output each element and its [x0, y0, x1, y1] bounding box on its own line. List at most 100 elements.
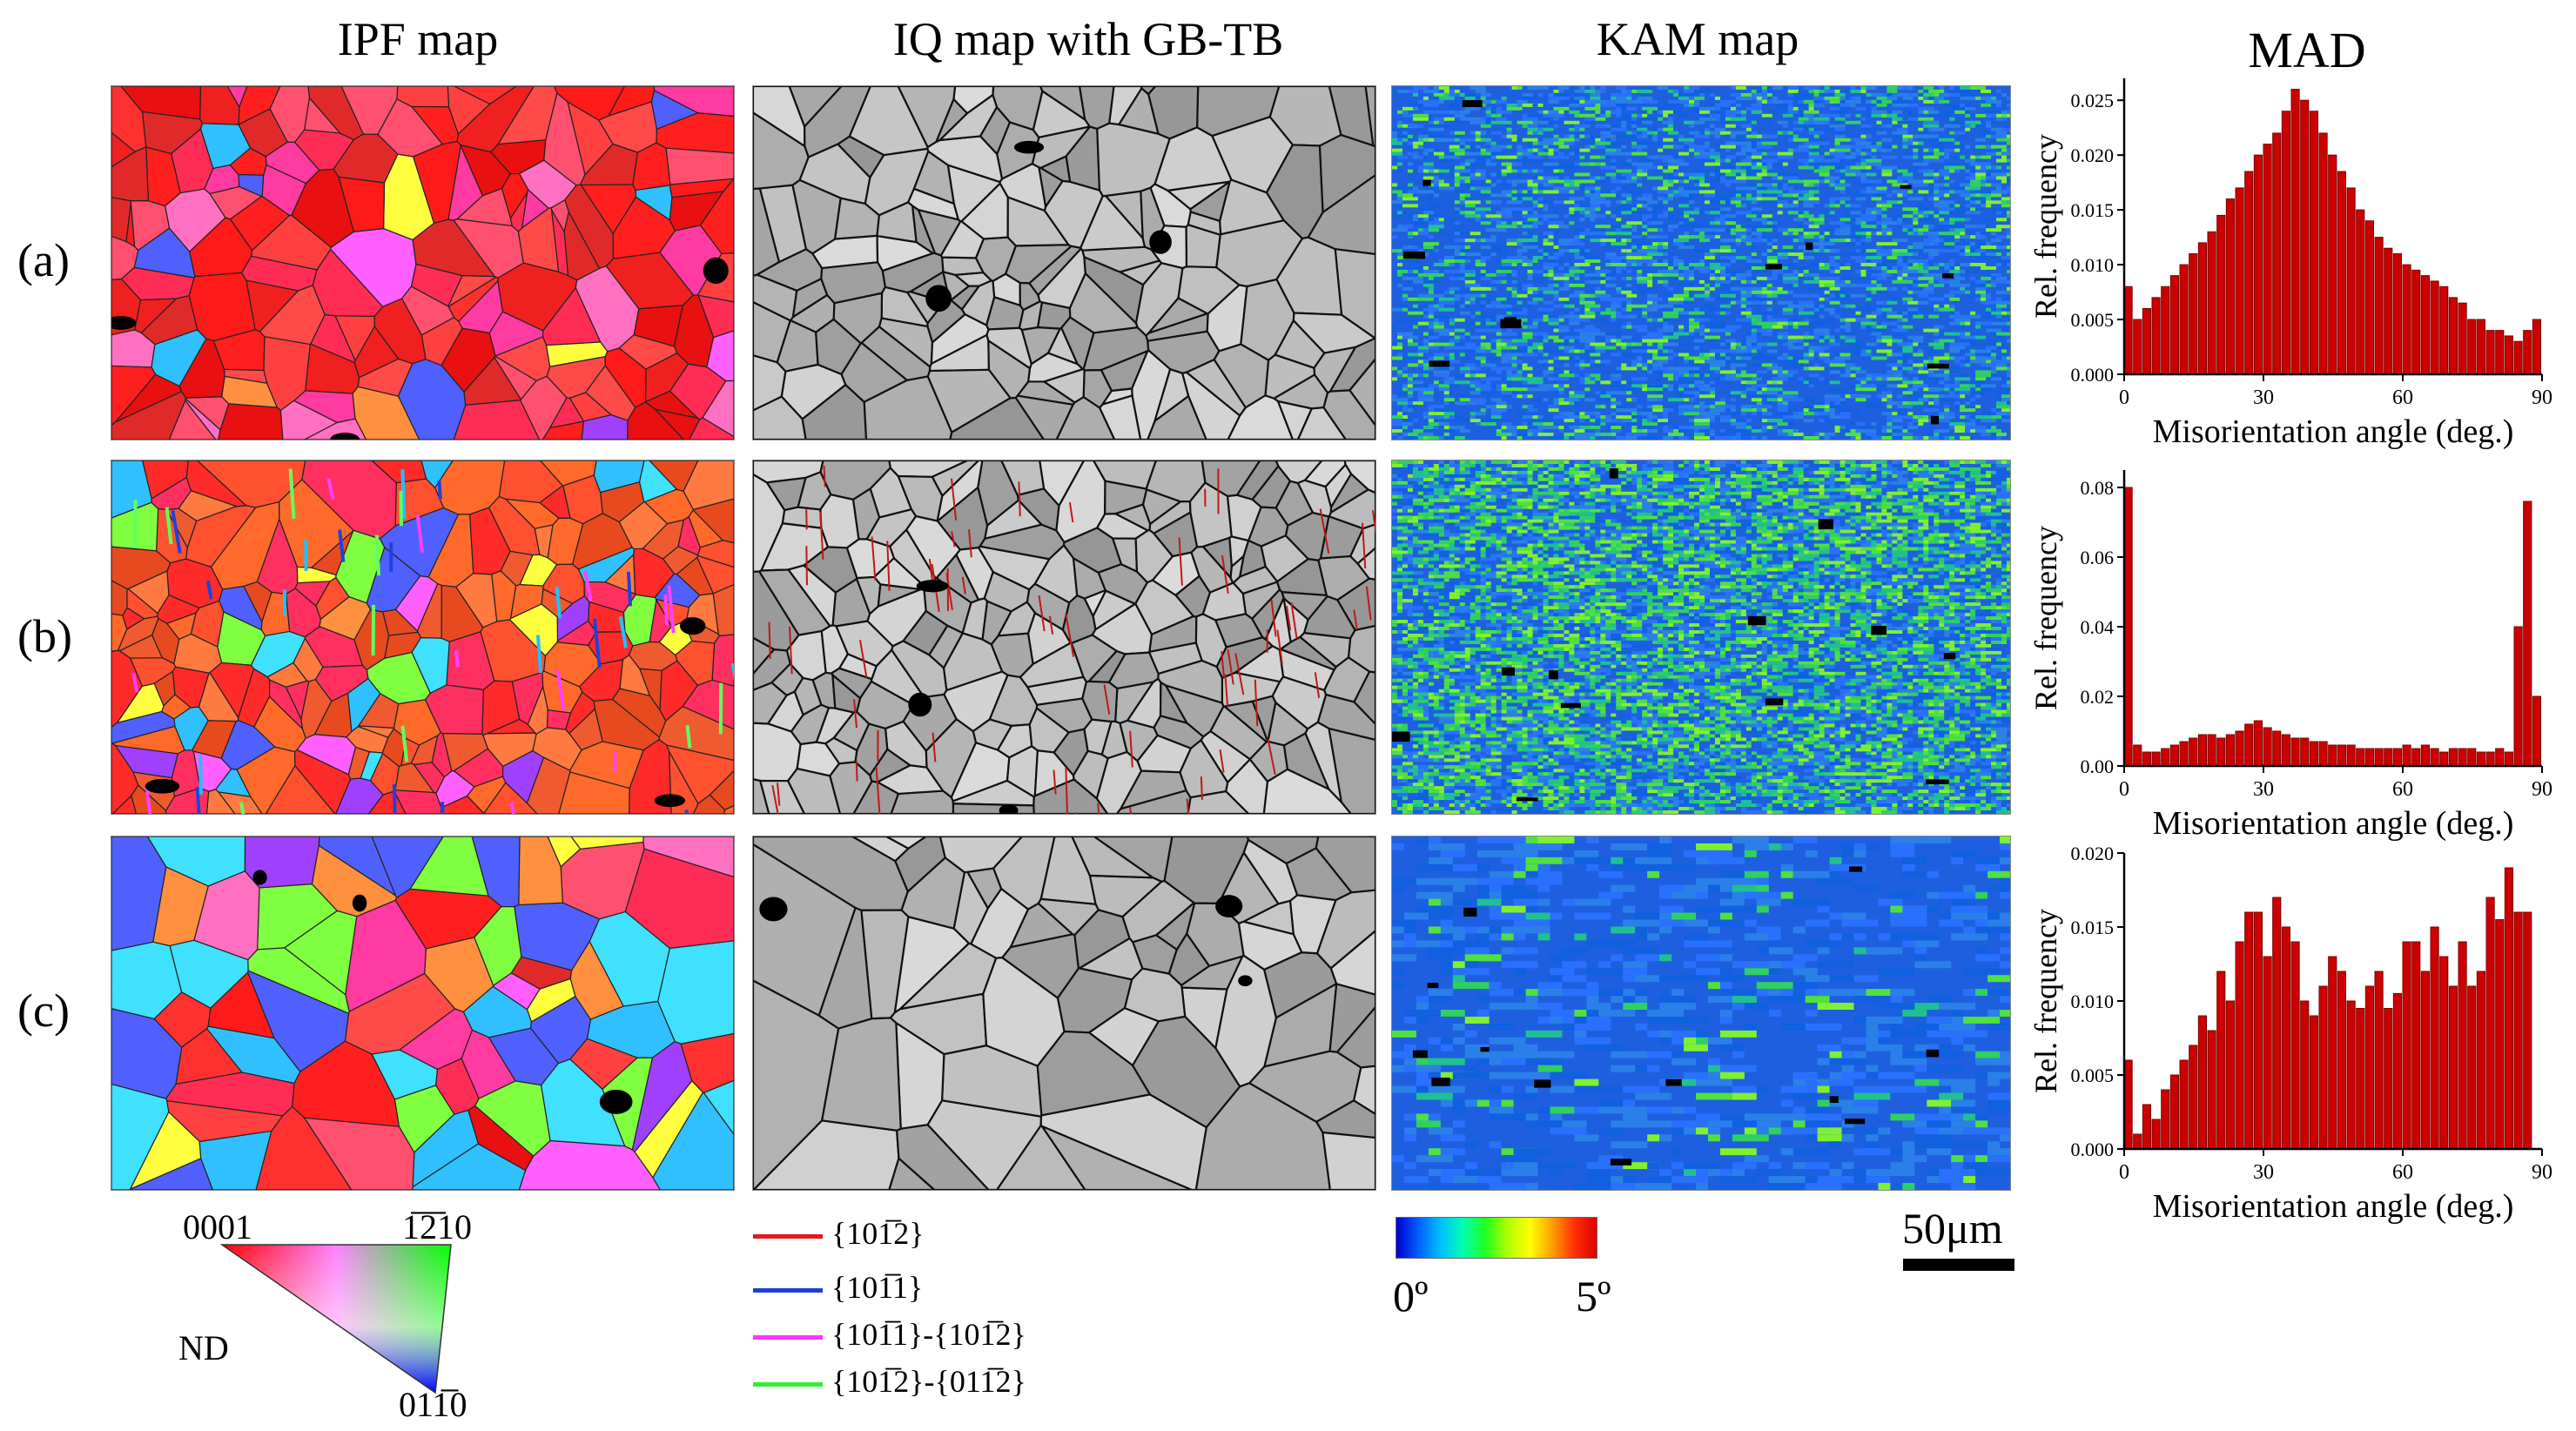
histogram-bar [2337, 744, 2347, 767]
histogram-bar [2523, 330, 2532, 375]
histogram-bar [2161, 286, 2170, 375]
ipf-key-0110: 011̅0 [399, 1385, 467, 1424]
histogram-bar [2364, 985, 2375, 1150]
histogram-bar [2402, 744, 2411, 767]
kam-map-a [1391, 85, 2011, 440]
y-tick-label: 0.000 [2071, 1139, 2115, 1160]
histogram-bar [2151, 1119, 2161, 1150]
histogram-bar [2281, 111, 2291, 375]
histogram-bar [2142, 751, 2151, 767]
y-tick-label: 0.010 [2071, 254, 2115, 276]
histogram-bar [2142, 1104, 2151, 1150]
iq-column-title: IQ map with GB-TB [892, 13, 1284, 65]
x-axis-label: Misorientation angle (deg.) [2153, 805, 2514, 842]
histogram-bar [2189, 1045, 2198, 1150]
scale-bar-label: 50μm [1902, 1204, 2003, 1253]
histogram-bar [2439, 286, 2449, 375]
y-axis-label: Rel. frequency [2028, 134, 2063, 319]
y-tick-label: 0.000 [2071, 364, 2115, 386]
histogram-bar [2495, 748, 2505, 767]
ipf-key-1210: 1̅2̅10 [402, 1207, 472, 1246]
histogram-bar [2309, 741, 2319, 767]
histogram-bar [2225, 734, 2235, 767]
x-tick-label: 30 [2253, 1161, 2274, 1184]
histogram-bar [2439, 751, 2449, 767]
histogram-bar [2169, 1074, 2179, 1150]
histogram-bar [2476, 751, 2485, 767]
y-tick-label: 0.08 [2081, 477, 2115, 499]
mad-histogram-b: 0 30 60 90 0.00 0.02 0.04 0.06 0.08 Misorientatio… [2020, 453, 2568, 842]
histogram-bar [2411, 748, 2421, 767]
y-tick-label: 0.04 [2081, 616, 2115, 638]
histogram-bar [2485, 751, 2495, 767]
ipf-color-key: 0001 1̅2̅10 ND 011̅0 [174, 1207, 540, 1424]
histogram-bar [2244, 171, 2254, 375]
ipf-map-b [111, 460, 735, 815]
histogram-bar [2420, 971, 2431, 1150]
twin-legend-label-3: {101̅2}-{011̅2} [831, 1364, 1026, 1399]
histogram-bar [2244, 723, 2254, 767]
histogram-bar [2430, 926, 2439, 1150]
histogram-bar [2216, 214, 2226, 375]
x-axis-label: Misorientation angle (deg.) [2153, 1188, 2514, 1225]
histogram-bar [2272, 132, 2282, 375]
histogram-bar [2458, 302, 2467, 375]
histogram-bar [2346, 744, 2356, 767]
y-tick-label: 0.005 [2071, 309, 2115, 331]
histogram-bar [2179, 741, 2189, 767]
histogram-bar [2253, 911, 2263, 1150]
histogram-axes [2122, 470, 2542, 768]
histogram-bar [2207, 1030, 2216, 1150]
histogram-bar [2374, 237, 2384, 375]
x-tick-label: 60 [2392, 1161, 2413, 1184]
iq-map-c [752, 836, 1376, 1191]
histogram-bar [2253, 154, 2263, 375]
histogram-bar [2216, 737, 2226, 767]
y-tick-label: 0.025 [2071, 90, 2115, 111]
histogram-bar [2263, 727, 2272, 767]
y-tick-label: 0.005 [2071, 1065, 2115, 1086]
x-tick-label: 60 [2392, 778, 2413, 801]
y-tick-label: 0.015 [2071, 199, 2115, 221]
histogram-bar [2384, 748, 2393, 767]
histogram-bar [2318, 741, 2328, 767]
histogram-bar [2411, 269, 2421, 375]
histogram-bar [2411, 941, 2421, 1150]
histogram-bar [2281, 734, 2291, 767]
histogram-bar [2346, 187, 2356, 375]
twin-legend-line-2 [753, 1335, 823, 1340]
histogram-bar [2133, 319, 2142, 375]
histogram-bar [2356, 209, 2365, 375]
histogram-bar [2235, 187, 2244, 375]
kam-map-c [1391, 836, 2011, 1191]
twin-legend-line-3 [753, 1382, 823, 1387]
mad-column-title: MAD [2248, 22, 2366, 78]
histogram-bar [2151, 751, 2161, 767]
histogram-bar [2300, 99, 2310, 375]
x-tick-label: 30 [2253, 778, 2274, 801]
iq-map-a [752, 85, 1376, 440]
histogram-bar [2281, 926, 2291, 1150]
scale-bar [1903, 1259, 2014, 1271]
histogram-bar [2448, 748, 2458, 767]
histogram-bar [2123, 1059, 2133, 1150]
twin-legend-line-0 [753, 1234, 823, 1239]
kam-map-b [1391, 460, 2011, 815]
x-tick-label: 0 [2119, 1161, 2129, 1184]
x-tick-label: 90 [2532, 386, 2552, 409]
histogram-bar [2458, 941, 2467, 1150]
histogram-bar [2133, 1133, 2142, 1150]
histogram-bar [2189, 252, 2198, 375]
y-tick-label: 0.020 [2071, 843, 2115, 864]
x-tick-label: 0 [2119, 778, 2129, 801]
kam-colorbar-max: 5º [1576, 1272, 1611, 1320]
histogram-bar [2263, 144, 2272, 375]
histogram-bar [2328, 956, 2337, 1150]
histogram-bar [2133, 744, 2142, 767]
histogram-bar [2420, 275, 2431, 375]
histogram-bar [2513, 626, 2523, 767]
row-label-a: (a) [17, 234, 70, 286]
histogram-bar [2235, 730, 2244, 767]
twin-legend-label-1: {101̅1} [831, 1270, 924, 1305]
histogram-bar [2523, 911, 2532, 1150]
